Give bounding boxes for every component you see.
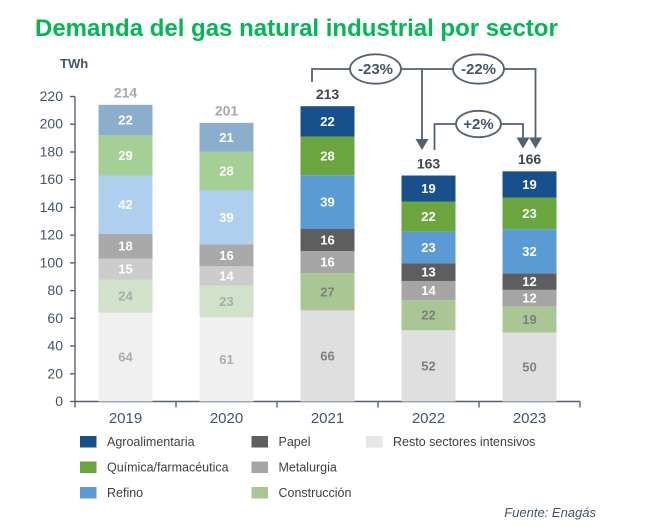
svg-text:16: 16 bbox=[320, 233, 334, 248]
svg-text:TWh: TWh bbox=[60, 56, 88, 71]
svg-text:Agroalimentaria: Agroalimentaria bbox=[107, 435, 195, 449]
svg-text:-22%: -22% bbox=[461, 61, 496, 78]
svg-text:2020: 2020 bbox=[210, 410, 243, 427]
svg-text:0: 0 bbox=[55, 393, 63, 409]
svg-text:Metalurgia: Metalurgia bbox=[279, 461, 337, 475]
svg-text:50: 50 bbox=[522, 360, 536, 375]
svg-text:14: 14 bbox=[421, 283, 436, 298]
svg-text:180: 180 bbox=[40, 144, 64, 160]
svg-text:28: 28 bbox=[320, 148, 334, 163]
svg-text:-23%: -23% bbox=[358, 61, 393, 78]
svg-text:2023: 2023 bbox=[513, 410, 546, 427]
svg-text:39: 39 bbox=[219, 210, 233, 225]
svg-text:Química/farmacéutica: Química/farmacéutica bbox=[107, 461, 229, 475]
svg-text:Papel: Papel bbox=[279, 435, 311, 449]
svg-text:213: 213 bbox=[316, 86, 340, 102]
svg-text:19: 19 bbox=[522, 312, 536, 327]
svg-text:23: 23 bbox=[219, 294, 233, 309]
svg-text:120: 120 bbox=[40, 227, 64, 243]
svg-text:140: 140 bbox=[40, 199, 64, 215]
svg-text:19: 19 bbox=[421, 181, 435, 196]
svg-text:13: 13 bbox=[421, 265, 435, 280]
svg-text:18: 18 bbox=[118, 239, 132, 254]
svg-text:23: 23 bbox=[421, 240, 435, 255]
svg-text:27: 27 bbox=[320, 284, 334, 299]
svg-text:+2%: +2% bbox=[463, 116, 493, 133]
svg-text:166: 166 bbox=[518, 151, 542, 167]
svg-text:163: 163 bbox=[417, 155, 441, 171]
svg-text:Construcción: Construcción bbox=[279, 486, 352, 500]
svg-text:22: 22 bbox=[320, 114, 334, 129]
svg-text:80: 80 bbox=[47, 282, 63, 298]
svg-text:24: 24 bbox=[118, 289, 133, 304]
svg-text:22: 22 bbox=[421, 308, 435, 323]
svg-text:16: 16 bbox=[219, 248, 233, 263]
svg-text:14: 14 bbox=[219, 268, 234, 283]
svg-text:23: 23 bbox=[522, 206, 536, 221]
svg-text:42: 42 bbox=[118, 197, 132, 212]
svg-text:22: 22 bbox=[118, 113, 132, 128]
svg-text:64: 64 bbox=[118, 350, 133, 365]
svg-text:220: 220 bbox=[40, 88, 64, 104]
svg-text:19: 19 bbox=[522, 177, 536, 192]
svg-text:20: 20 bbox=[47, 365, 63, 381]
svg-text:16: 16 bbox=[320, 255, 334, 270]
svg-text:15: 15 bbox=[118, 262, 132, 277]
svg-text:21: 21 bbox=[219, 130, 233, 145]
svg-text:61: 61 bbox=[219, 352, 233, 367]
svg-text:29: 29 bbox=[118, 148, 132, 163]
svg-text:2021: 2021 bbox=[311, 410, 344, 427]
svg-text:66: 66 bbox=[320, 348, 334, 363]
svg-text:200: 200 bbox=[40, 116, 64, 132]
svg-text:52: 52 bbox=[421, 358, 435, 373]
svg-text:Refino: Refino bbox=[107, 486, 143, 500]
svg-text:12: 12 bbox=[522, 291, 536, 306]
svg-text:214: 214 bbox=[114, 85, 138, 101]
svg-text:Fuente: Enagás: Fuente: Enagás bbox=[504, 505, 596, 520]
svg-text:2019: 2019 bbox=[109, 410, 142, 427]
svg-text:2022: 2022 bbox=[412, 410, 445, 427]
svg-text:160: 160 bbox=[40, 171, 64, 187]
svg-text:100: 100 bbox=[40, 254, 64, 270]
svg-text:201: 201 bbox=[215, 103, 239, 119]
svg-text:40: 40 bbox=[47, 338, 63, 354]
svg-text:Demanda del gas natural indust: Demanda del gas natural industrial por s… bbox=[35, 15, 558, 42]
svg-text:Resto sectores intensivos: Resto sectores intensivos bbox=[393, 435, 535, 449]
svg-text:22: 22 bbox=[421, 209, 435, 224]
svg-text:60: 60 bbox=[47, 310, 63, 326]
svg-text:28: 28 bbox=[219, 164, 233, 179]
svg-text:39: 39 bbox=[320, 195, 334, 210]
svg-text:12: 12 bbox=[522, 274, 536, 289]
svg-text:32: 32 bbox=[522, 244, 536, 259]
